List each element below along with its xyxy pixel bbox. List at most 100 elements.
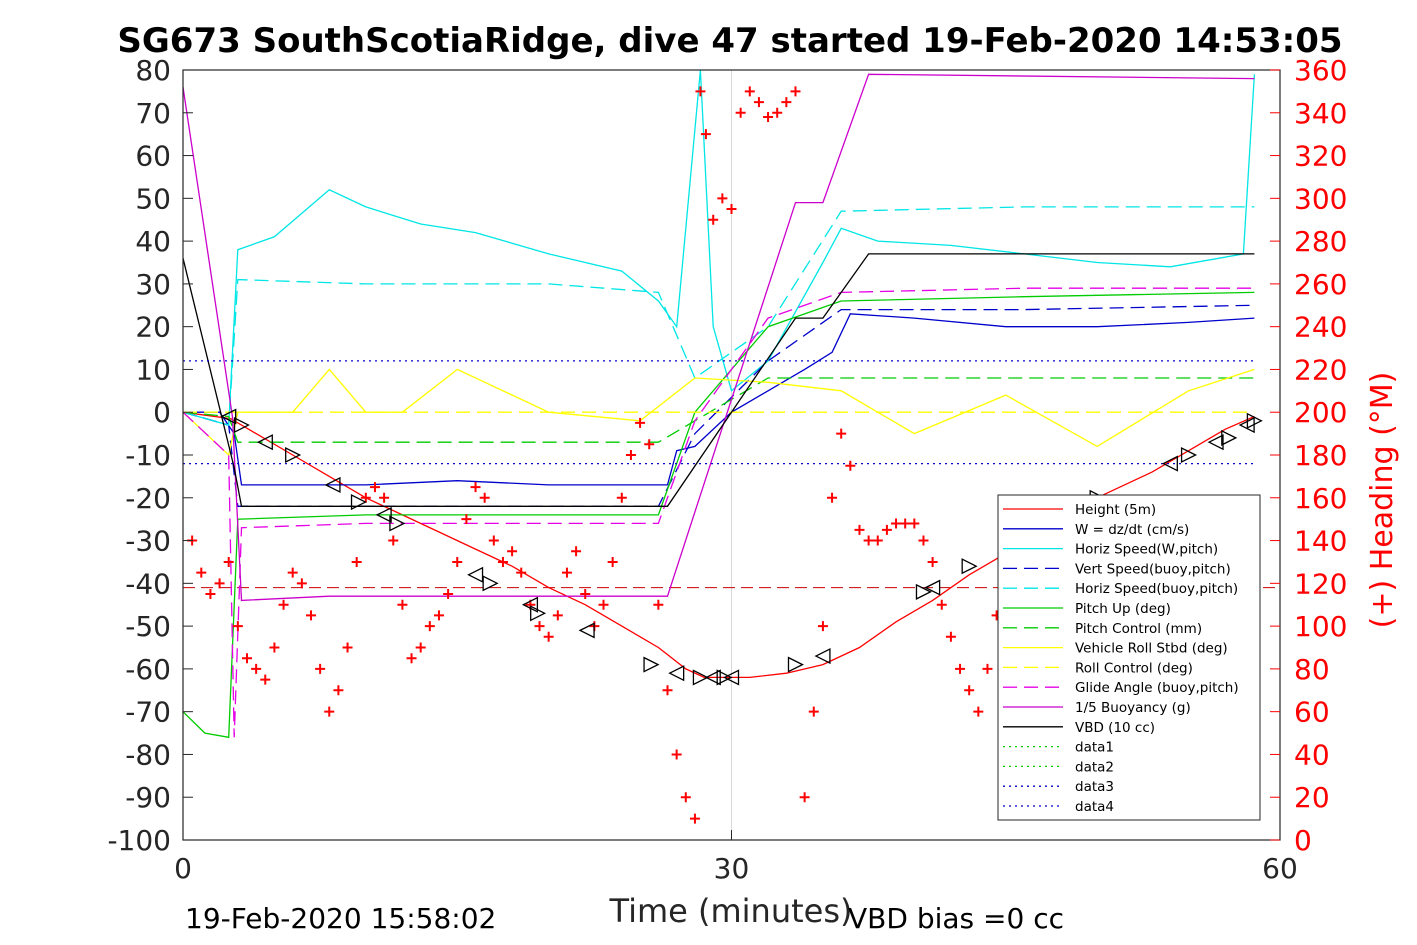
left-tick-label: 40 xyxy=(135,225,171,258)
heading-point xyxy=(827,492,838,503)
heading-point xyxy=(369,482,380,493)
depth-marker xyxy=(961,558,978,575)
depth-marker xyxy=(389,515,406,532)
heading-point xyxy=(872,535,883,546)
heading-point xyxy=(918,535,929,546)
heading-point xyxy=(671,749,682,760)
depth-marker xyxy=(723,669,740,686)
left-tick-label: -40 xyxy=(125,567,171,600)
heading-point xyxy=(470,482,481,493)
left-tick-label: 60 xyxy=(135,140,171,173)
heading-point xyxy=(406,653,417,664)
heading-point xyxy=(534,621,545,632)
depth-marker xyxy=(350,494,367,511)
heading-point xyxy=(964,685,975,696)
heading-point xyxy=(598,599,609,610)
series-line-10 xyxy=(183,73,1255,602)
heading-point xyxy=(689,813,700,824)
depth-marker xyxy=(375,506,392,523)
left-tick-label: 10 xyxy=(135,353,171,386)
heading-point xyxy=(653,599,664,610)
depth-marker xyxy=(787,656,804,673)
heading-point xyxy=(278,599,289,610)
heading-point xyxy=(744,86,755,97)
x-tick-label: 30 xyxy=(714,852,750,885)
left-tick-label: 30 xyxy=(135,268,171,301)
heading-point xyxy=(607,556,618,567)
depth-marker xyxy=(924,579,941,596)
heading-point xyxy=(700,129,711,140)
heading-point xyxy=(753,97,764,108)
legend-entry: Pitch Up (deg) xyxy=(1075,601,1171,617)
depth-marker xyxy=(814,648,831,665)
right-tick-label: 100 xyxy=(1294,610,1347,643)
chart-title: SG673 SouthScotiaRidge, dive 47 started … xyxy=(117,21,1342,61)
heading-point xyxy=(735,107,746,118)
heading-point xyxy=(945,631,956,642)
depth-marker xyxy=(1246,412,1263,429)
heading-point xyxy=(808,706,819,717)
heading-point xyxy=(196,567,207,578)
heading-point xyxy=(845,460,856,471)
heading-point xyxy=(726,204,737,215)
heading-point xyxy=(479,492,490,503)
right-tick-label: 200 xyxy=(1294,396,1347,429)
right-axis-label: (+) Heading (°M) xyxy=(1365,372,1400,629)
depth-marker xyxy=(530,605,547,622)
right-tick-label: 220 xyxy=(1294,353,1347,386)
right-tick-label: 320 xyxy=(1294,140,1347,173)
heading-point xyxy=(900,518,911,529)
heading-point xyxy=(680,792,691,803)
depth-marker xyxy=(704,669,721,686)
heading-point xyxy=(790,86,801,97)
heading-point xyxy=(516,567,527,578)
depth-marker xyxy=(324,476,341,493)
heading-point xyxy=(763,112,774,123)
marker-layer xyxy=(187,86,1263,824)
right-tick-label: 140 xyxy=(1294,525,1347,558)
heading-point xyxy=(772,107,783,118)
x-tick-label: 60 xyxy=(1262,852,1298,885)
depth-marker xyxy=(1161,455,1178,472)
depth-marker xyxy=(285,446,302,464)
heading-point xyxy=(644,439,655,450)
heading-point xyxy=(836,428,847,439)
heading-point xyxy=(854,524,865,535)
series-line-11 xyxy=(183,253,1255,507)
footer-timestamp: 19-Feb-2020 15:58:02 xyxy=(185,902,496,935)
heading-point xyxy=(507,546,518,557)
heading-point xyxy=(616,492,627,503)
heading-point xyxy=(662,685,673,696)
legend-entry: Horiz Speed(W,pitch) xyxy=(1075,542,1218,558)
heading-point xyxy=(324,706,335,717)
x-axis-label: Time (minutes) xyxy=(609,892,853,930)
depth-marker xyxy=(220,408,237,425)
heading-point xyxy=(269,642,280,653)
legend: Height (5m) W = dz/dt (cm/s) Horiz Speed(W… xyxy=(997,494,1261,821)
heading-point xyxy=(571,546,582,557)
heading-point xyxy=(863,535,874,546)
series-line-9 xyxy=(183,287,1255,738)
heading-point xyxy=(982,663,993,674)
right-tick-label: 80 xyxy=(1294,653,1330,686)
x-axis: 0 30 60 xyxy=(174,830,1298,885)
depth-marker xyxy=(668,665,685,682)
heading-point xyxy=(817,621,828,632)
depth-marker xyxy=(692,669,709,686)
legend-entry: Roll Control (deg) xyxy=(1075,660,1193,676)
right-tick-label: 60 xyxy=(1294,696,1330,729)
depth-marker xyxy=(915,583,932,600)
heading-point xyxy=(936,599,947,610)
heading-point xyxy=(296,578,307,589)
series-line-7 xyxy=(183,368,1255,457)
heading-point xyxy=(260,674,271,685)
heading-point xyxy=(891,518,902,529)
left-tick-label: 70 xyxy=(135,97,171,130)
left-tick-label: -10 xyxy=(125,439,171,472)
heading-point xyxy=(717,193,728,204)
heading-point xyxy=(708,214,719,225)
right-tick-label: 20 xyxy=(1294,781,1330,814)
left-tick-label: -100 xyxy=(107,824,171,857)
series-line-1 xyxy=(183,313,1255,486)
right-tick-label: 180 xyxy=(1294,439,1347,472)
